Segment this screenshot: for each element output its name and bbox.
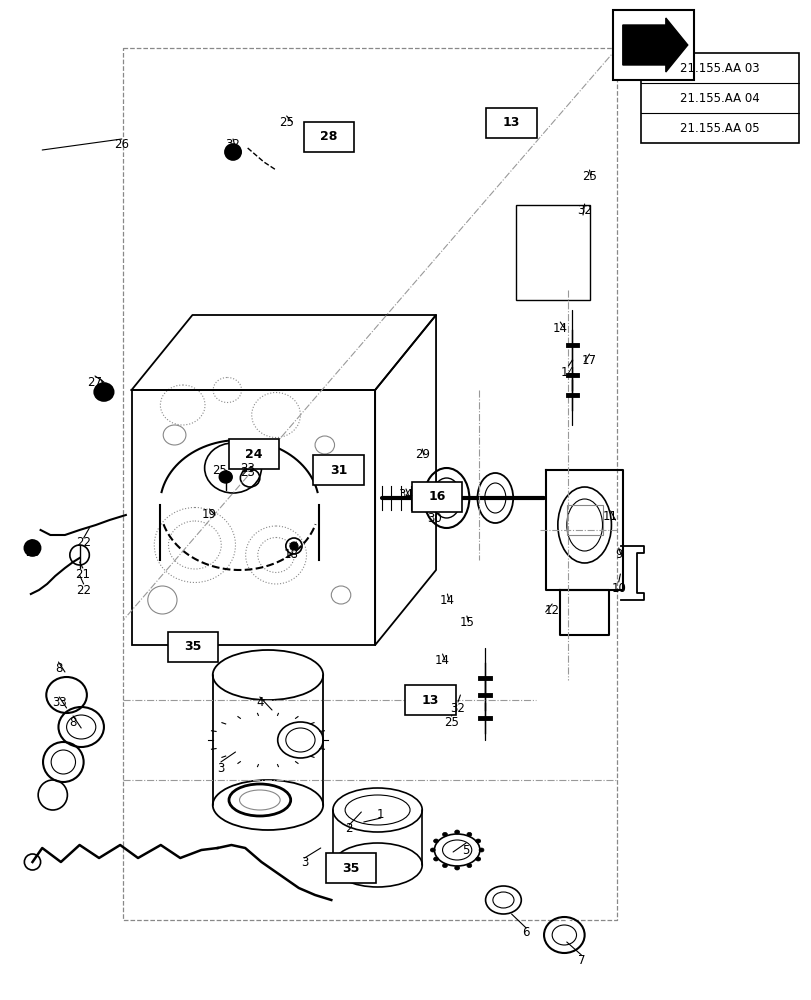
- Text: 22: 22: [76, 584, 91, 596]
- Text: 25: 25: [581, 169, 596, 182]
- Text: 23: 23: [240, 466, 255, 480]
- Text: 32: 32: [577, 204, 591, 217]
- Text: 25: 25: [444, 716, 458, 728]
- Text: 19: 19: [202, 508, 217, 522]
- Text: 10: 10: [611, 582, 625, 594]
- Text: 35: 35: [341, 861, 359, 874]
- Text: 14: 14: [440, 593, 454, 606]
- Text: 21.155.AA 05: 21.155.AA 05: [680, 121, 759, 134]
- Text: 25: 25: [279, 115, 294, 128]
- Text: 15: 15: [459, 615, 474, 629]
- Text: 8: 8: [69, 716, 77, 728]
- Ellipse shape: [466, 832, 471, 836]
- Text: 21.155.AA 04: 21.155.AA 04: [680, 92, 759, 104]
- Ellipse shape: [442, 832, 447, 836]
- Bar: [641, 53, 798, 143]
- Ellipse shape: [442, 864, 447, 868]
- Ellipse shape: [290, 542, 298, 550]
- Text: 16: 16: [427, 490, 445, 504]
- Bar: [229, 439, 279, 469]
- Text: 26: 26: [114, 138, 129, 151]
- Bar: [168, 632, 218, 662]
- Text: 7: 7: [577, 954, 585, 966]
- Text: 4: 4: [255, 696, 264, 710]
- Bar: [612, 10, 693, 80]
- Ellipse shape: [466, 864, 471, 868]
- Ellipse shape: [454, 830, 459, 834]
- Text: 8: 8: [54, 662, 62, 674]
- Text: 3: 3: [217, 762, 225, 774]
- Text: 25: 25: [212, 464, 226, 477]
- Ellipse shape: [478, 848, 483, 852]
- Text: 11: 11: [603, 510, 617, 524]
- Text: 23: 23: [240, 462, 255, 476]
- Text: 14: 14: [560, 365, 575, 378]
- Text: 18: 18: [283, 548, 298, 562]
- Text: 13: 13: [421, 694, 439, 706]
- Text: 3: 3: [300, 856, 308, 868]
- Bar: [566, 505, 602, 535]
- Text: 34: 34: [398, 488, 413, 502]
- Ellipse shape: [225, 144, 241, 160]
- Text: 9: 9: [614, 548, 622, 560]
- Text: 27: 27: [88, 375, 102, 388]
- Bar: [313, 455, 363, 485]
- Text: 30: 30: [427, 512, 441, 524]
- Bar: [131, 390, 375, 645]
- Text: 14: 14: [435, 654, 449, 666]
- Ellipse shape: [475, 857, 480, 861]
- Text: 1: 1: [376, 808, 384, 822]
- Ellipse shape: [24, 540, 41, 556]
- Bar: [405, 685, 455, 715]
- Text: 2: 2: [345, 822, 353, 834]
- Bar: [303, 122, 354, 152]
- Bar: [516, 205, 589, 300]
- Text: 21.155.AA 03: 21.155.AA 03: [680, 62, 759, 75]
- Ellipse shape: [219, 471, 232, 483]
- Text: 13: 13: [502, 116, 520, 129]
- Bar: [325, 853, 375, 883]
- Ellipse shape: [94, 383, 114, 401]
- Text: 28: 28: [320, 130, 337, 143]
- Text: 6: 6: [521, 926, 530, 938]
- Text: 14: 14: [552, 322, 567, 334]
- Text: 20: 20: [25, 546, 40, 558]
- Text: 12: 12: [544, 603, 559, 616]
- Bar: [411, 482, 461, 512]
- Ellipse shape: [475, 839, 480, 843]
- Polygon shape: [622, 18, 687, 72]
- Text: 33: 33: [52, 696, 67, 710]
- Text: 29: 29: [414, 448, 429, 462]
- Text: 22: 22: [76, 536, 91, 548]
- Ellipse shape: [454, 866, 459, 870]
- Ellipse shape: [430, 848, 435, 852]
- Text: 5: 5: [461, 844, 470, 856]
- Text: 35: 35: [184, 641, 202, 654]
- Text: 21: 21: [75, 568, 90, 580]
- Text: 32: 32: [225, 138, 240, 151]
- Bar: [486, 108, 536, 138]
- Ellipse shape: [433, 857, 438, 861]
- Text: 32: 32: [450, 702, 465, 714]
- Ellipse shape: [433, 839, 438, 843]
- Text: 24: 24: [245, 448, 263, 460]
- Text: 31: 31: [329, 464, 347, 477]
- Text: 17: 17: [581, 354, 596, 366]
